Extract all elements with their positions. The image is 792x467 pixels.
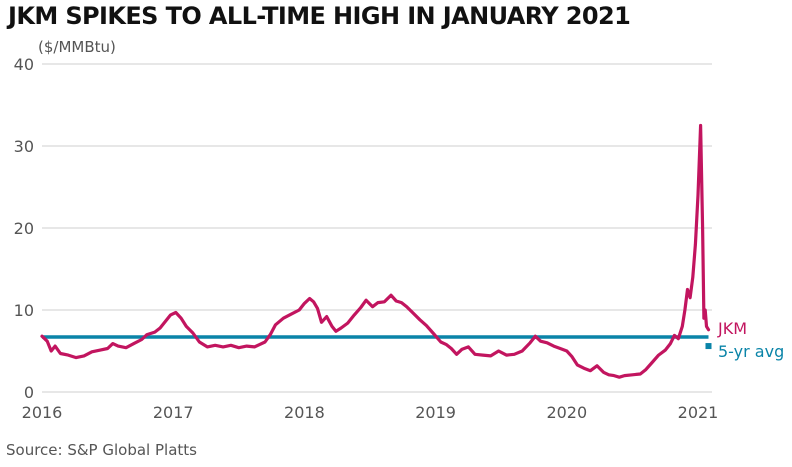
y-axis-unit: ($/MMBtu) [38,38,116,56]
y-tick-label-30: 30 [14,137,34,156]
y-tick-label-10: 10 [14,301,34,320]
x-tick-label-2017: 2017 [153,403,194,422]
source-note: Source: S&P Global Platts [6,441,197,459]
y-tick-label-20: 20 [14,219,34,238]
y-tick-label-40: 40 [14,55,34,74]
y-tick-labels: 0 10 20 30 40 [14,55,34,402]
series-labels: JKM 5-yr avg [717,319,784,361]
series-label-5yr-avg: 5-yr avg [718,342,784,361]
series-line-jkm [40,123,711,379]
x-tick-labels: 2016 2017 2018 2019 2020 2021 [22,403,719,422]
chart-title: JKM SPIKES TO ALL-TIME HIGH IN JANUARY 2… [8,2,631,30]
x-tick-label-2019: 2019 [415,403,456,422]
x-tick-label-2016: 2016 [22,403,63,422]
y-tick-label-0: 0 [24,383,34,402]
x-tick-label-2020: 2020 [546,403,587,422]
series-lines [40,123,712,379]
x-tick-label-2018: 2018 [284,403,325,422]
series-label-jkm: JKM [717,319,747,338]
x-tick-label-2021: 2021 [678,403,719,422]
avg-end-marker [705,343,712,350]
gridlines [42,63,712,393]
